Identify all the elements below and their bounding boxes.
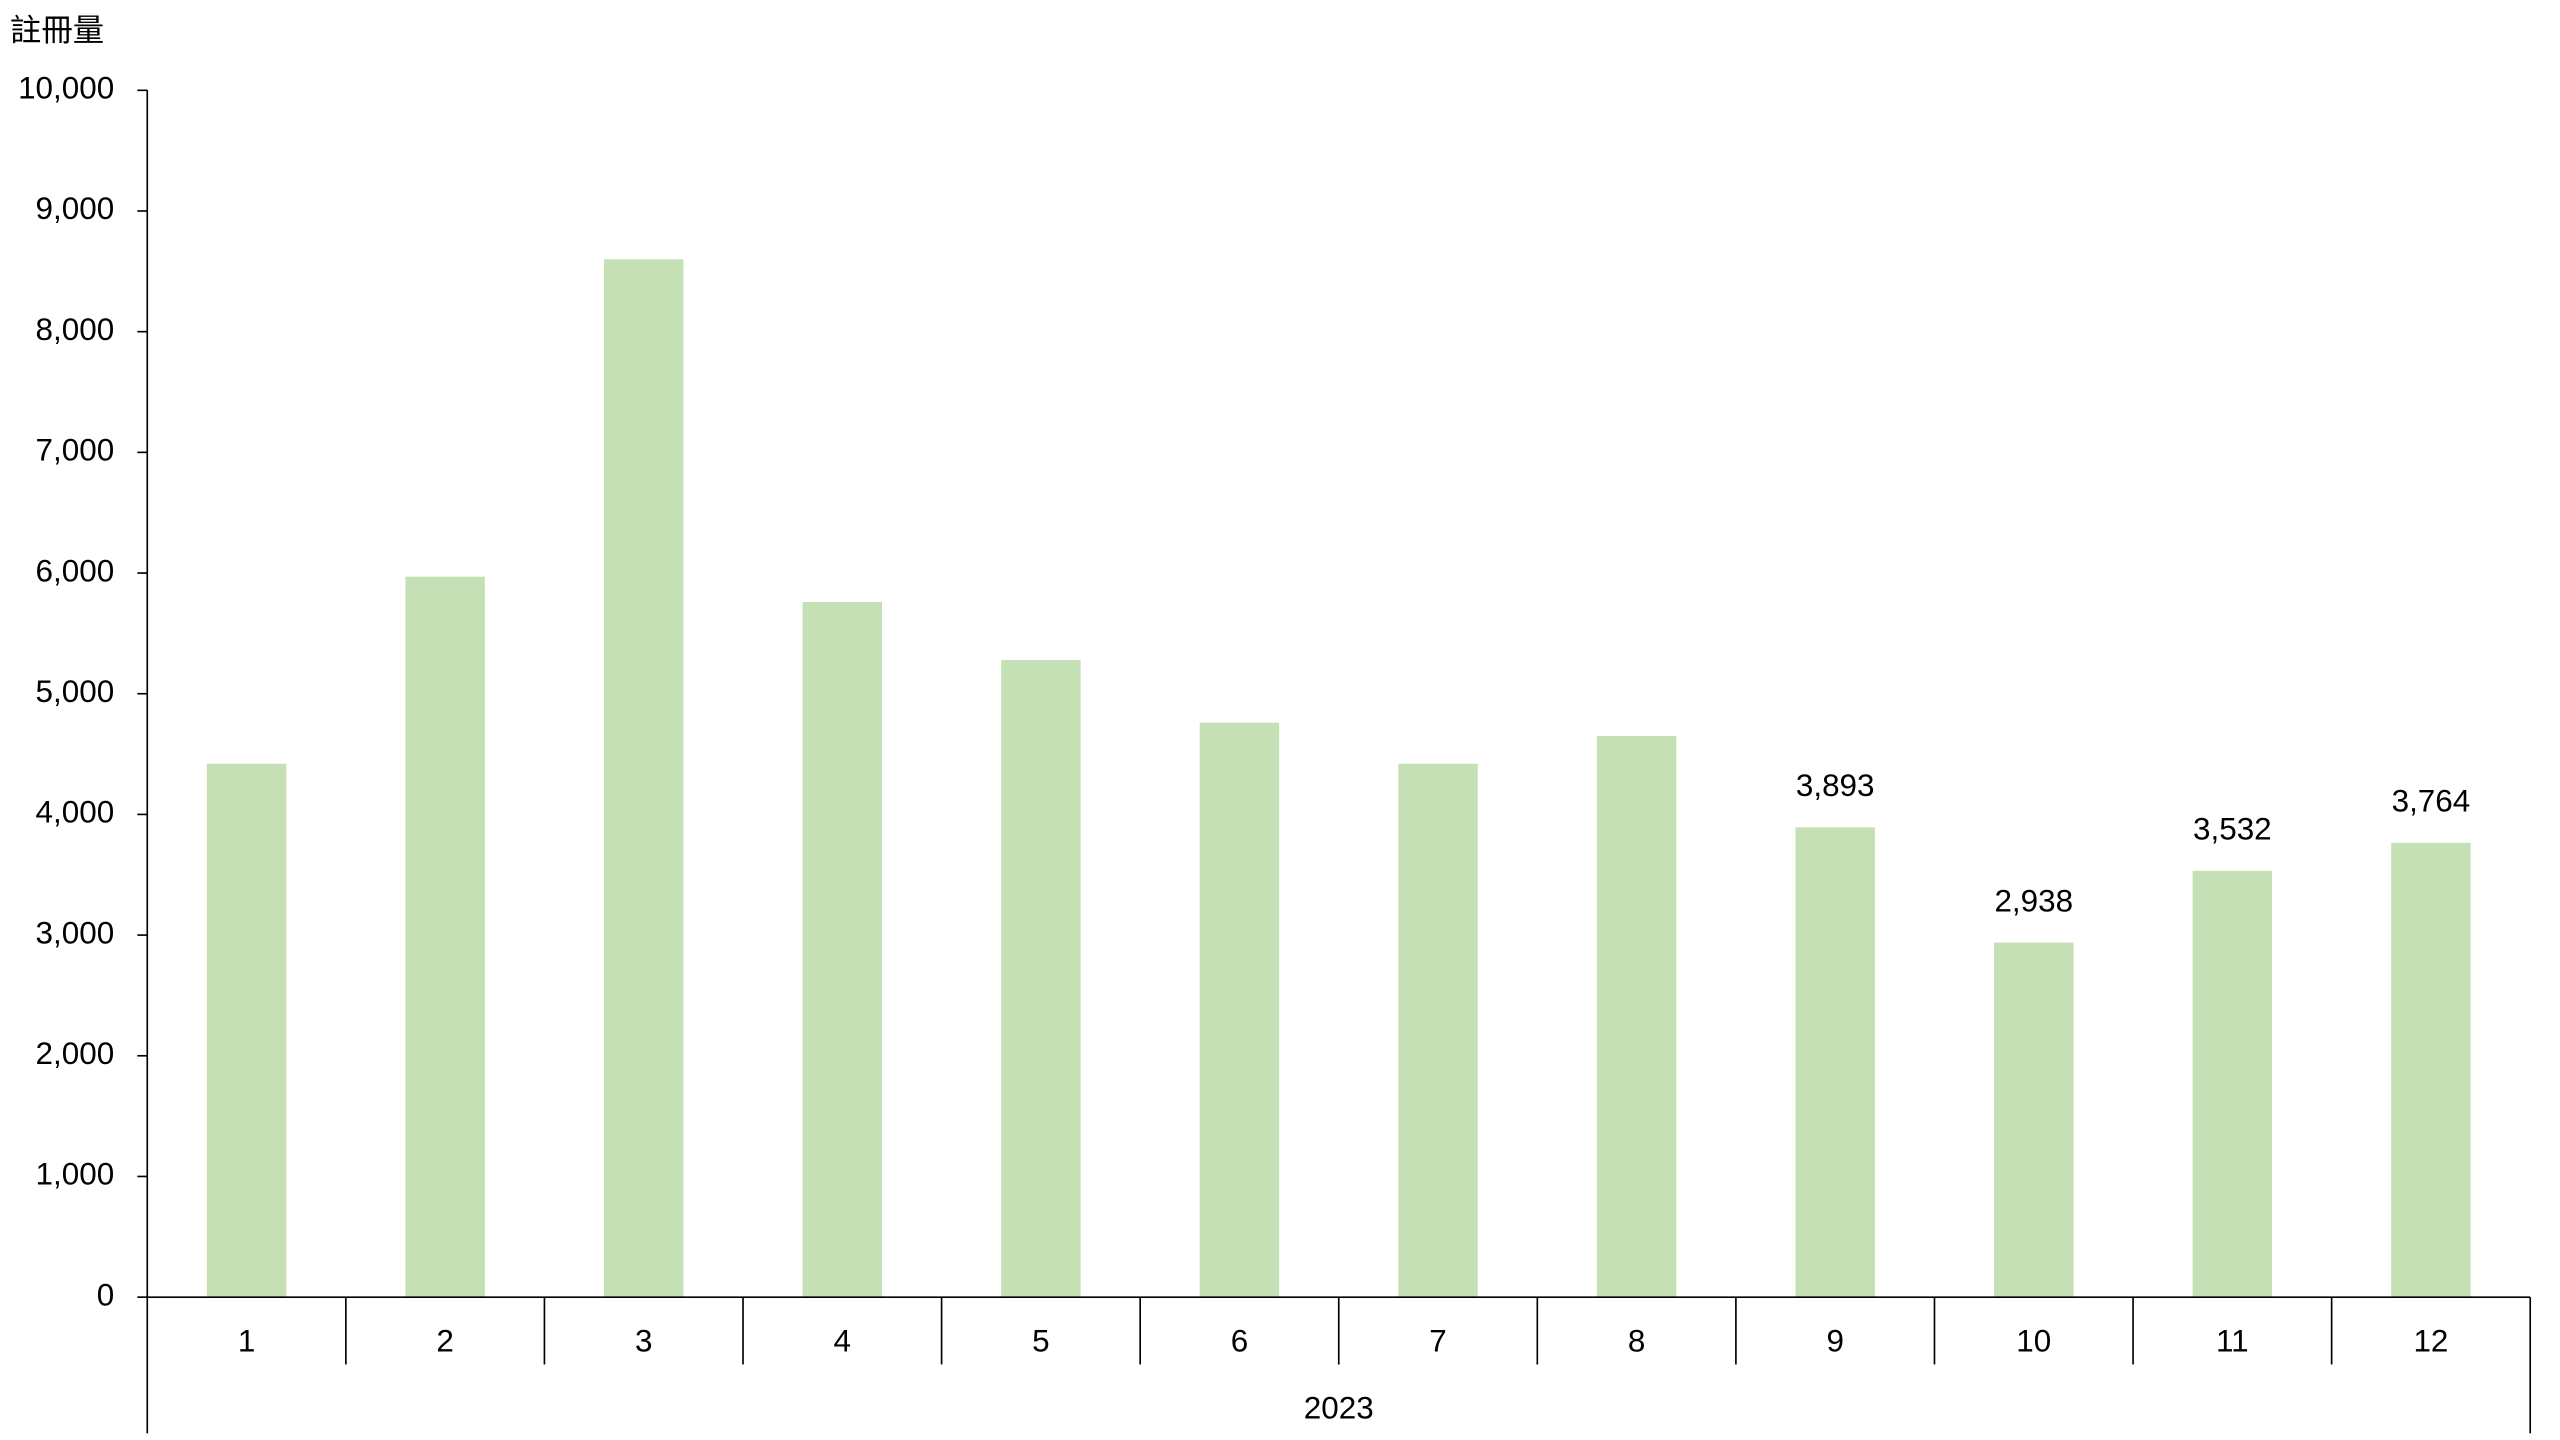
bar — [405, 576, 485, 1298]
data-label: 2,938 — [1994, 884, 2073, 919]
bar — [802, 602, 883, 1298]
x-tick-label: 3 — [635, 1323, 652, 1358]
y-tick-label: 6,000 — [36, 553, 115, 588]
bar — [1795, 827, 1875, 1298]
bar — [206, 763, 287, 1298]
data-label: 3,532 — [2193, 812, 2272, 847]
y-tick-label: 10,000 — [18, 71, 114, 106]
bar — [1596, 735, 1677, 1298]
y-tick-label: 0 — [97, 1277, 114, 1312]
y-axis-label: 註冊量 — [10, 13, 104, 48]
data-label: 3,893 — [1796, 768, 1875, 803]
y-tick-label: 5,000 — [36, 674, 115, 709]
x-tick-label: 7 — [1429, 1323, 1446, 1358]
x-tick-label: 2 — [436, 1323, 453, 1358]
y-tick-label: 3,000 — [36, 915, 115, 950]
x-tick-label: 6 — [1231, 1323, 1248, 1358]
bar — [1994, 942, 2074, 1298]
x-tick-label: 11 — [2216, 1323, 2249, 1358]
y-tick-label: 8,000 — [36, 312, 115, 347]
bar — [2391, 842, 2471, 1298]
bar — [1199, 722, 1280, 1298]
bar — [1398, 763, 1478, 1298]
y-tick-label: 4,000 — [36, 795, 115, 830]
x-tick-label: 10 — [2016, 1323, 2051, 1358]
data-label: 3,764 — [2392, 784, 2471, 819]
y-tick-label: 2,000 — [36, 1036, 115, 1071]
x-tick-label: 5 — [1032, 1323, 1049, 1358]
x-group-label: 2023 — [1304, 1391, 1374, 1426]
x-tick-label: 9 — [1826, 1323, 1843, 1358]
y-tick-label: 9,000 — [36, 191, 115, 226]
x-tick-label: 4 — [834, 1323, 851, 1358]
x-tick-label: 12 — [2413, 1323, 2448, 1358]
y-tick-label: 7,000 — [36, 433, 115, 468]
bar — [2192, 870, 2273, 1298]
y-tick-label: 1,000 — [36, 1157, 115, 1192]
x-tick-label: 8 — [1628, 1323, 1645, 1358]
bar — [604, 259, 684, 1298]
x-tick-label: 1 — [238, 1323, 255, 1358]
bar — [1001, 659, 1081, 1298]
